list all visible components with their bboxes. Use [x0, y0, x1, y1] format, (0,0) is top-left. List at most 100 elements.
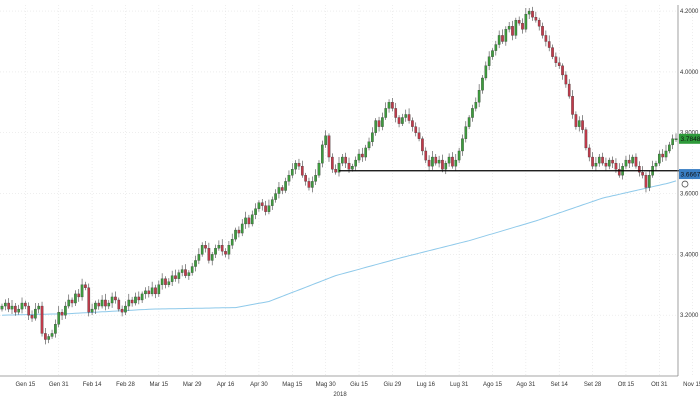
candle-body: [140, 293, 144, 301]
candle-body: [611, 159, 614, 164]
candle-body: [204, 245, 207, 249]
candle-body: [394, 108, 398, 118]
candle-body: [207, 248, 211, 261]
crosshair-marker-icon: [681, 180, 689, 188]
candle-body: [174, 275, 177, 279]
candle-body: [157, 284, 161, 295]
candle-body: [164, 278, 167, 285]
candle-body: [671, 138, 674, 146]
candle-body: [537, 20, 541, 27]
candle-body: [504, 29, 508, 42]
candle-body: [531, 10, 534, 18]
candle-body: [187, 272, 191, 276]
candle-body: [391, 102, 394, 109]
candle-body: [541, 26, 544, 36]
candle-body: [587, 147, 591, 158]
candle-body: [74, 293, 77, 304]
price-tags: 3.7848 3.6667: [679, 133, 700, 188]
candle-body: [644, 175, 648, 188]
candle-body: [524, 13, 528, 30]
candle-body: [551, 47, 554, 57]
candle-body: [277, 187, 281, 194]
candle-body: [614, 162, 618, 170]
candle-body: [567, 83, 571, 97]
candle-body: [304, 175, 307, 182]
candle-body: [451, 156, 454, 167]
candle-body: [414, 126, 418, 133]
candle-body: [197, 254, 201, 261]
candle-body: [270, 199, 274, 206]
candle-body: [324, 135, 327, 146]
candle-body: [160, 278, 164, 285]
candle-body: [407, 114, 411, 121]
candle-body: [527, 10, 531, 15]
candle-body: [544, 35, 548, 42]
candle-body: [511, 26, 514, 36]
x-tick-label: Gen 15: [16, 382, 36, 388]
candle-body: [387, 102, 391, 109]
moving-average-tag-box: [679, 169, 700, 180]
candle-body: [194, 260, 197, 267]
candle-body: [130, 299, 134, 304]
candle-body: [217, 245, 221, 249]
grid-lines: [0, 5, 693, 376]
candle-body: [591, 156, 594, 167]
candle-body: [167, 281, 171, 285]
candle-body: [357, 153, 361, 161]
candle-body: [334, 169, 337, 173]
candle-body: [397, 117, 401, 124]
candle-body: [341, 156, 344, 164]
candle-body: [274, 193, 277, 200]
x-tick-label: Feb 28: [116, 382, 135, 388]
candle-body: [50, 333, 54, 337]
candle-body: [77, 293, 81, 298]
candle-body: [320, 144, 324, 164]
candle-body: [581, 120, 584, 130]
candle-body: [154, 287, 157, 295]
candle-body: [27, 305, 31, 316]
candle-body: [97, 302, 101, 307]
candle-body: [457, 150, 461, 161]
y-tick-label: 4.2000: [680, 9, 699, 15]
candle-body: [127, 299, 131, 307]
x-tick-label: Lug 31: [450, 382, 469, 388]
candle-body: [220, 245, 224, 252]
candle-body: [557, 62, 561, 66]
x-tick-label: Mar 15: [149, 382, 168, 388]
candle-body: [674, 138, 678, 140]
candle-body: [224, 251, 227, 255]
candle-body: [354, 159, 358, 167]
candle-body: [107, 302, 111, 307]
moving-average-line: [1, 180, 677, 316]
candle-body: [547, 41, 551, 48]
candle-body: [110, 296, 114, 304]
candle-body: [17, 308, 21, 313]
candle-body: [234, 229, 237, 240]
axes: 3.2000 3.4000 3.6000 3.8000 4.0000 4.2000 Gen …: [0, 5, 700, 388]
candle-body: [114, 296, 117, 301]
candle-body: [344, 156, 347, 164]
candle-body: [361, 153, 364, 158]
candle-body: [427, 159, 431, 167]
candle-body: [267, 205, 271, 212]
candle-body: [54, 324, 57, 334]
candle-body: [411, 120, 414, 127]
candle-body: [250, 214, 254, 225]
candle-body: [471, 108, 474, 118]
candle-body: [264, 205, 267, 212]
candle-body: [227, 245, 231, 255]
candle-body: [0, 305, 4, 310]
x-tick-label: Set 14: [551, 382, 569, 388]
x-tick-label: Giu 29: [384, 382, 402, 388]
candle-body: [371, 132, 374, 142]
candle-body: [70, 299, 74, 304]
candle-body: [100, 299, 104, 307]
candle-body: [257, 202, 261, 209]
candle-body: [310, 181, 314, 188]
candle-body: [14, 305, 17, 313]
candle-body: [554, 56, 558, 63]
candle-body: [290, 169, 294, 176]
candle-body: [60, 311, 64, 316]
candle-body: [497, 35, 501, 45]
